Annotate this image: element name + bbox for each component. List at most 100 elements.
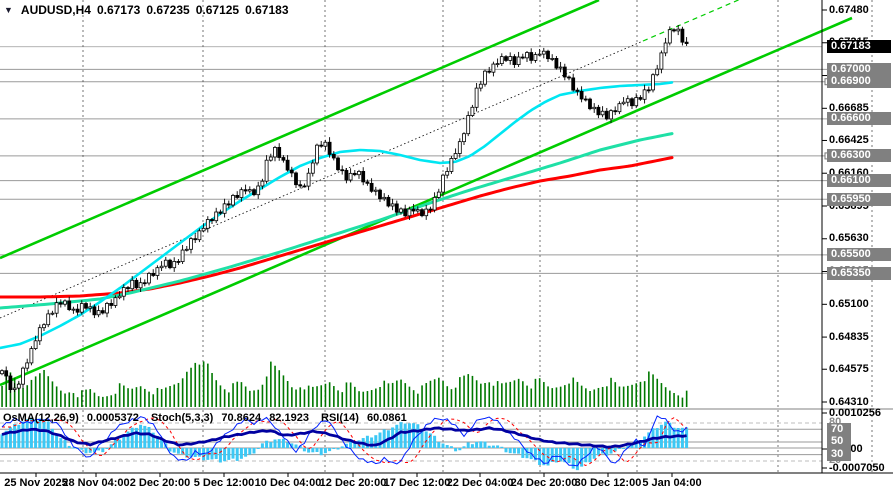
candle-body [37, 327, 42, 342]
symbol-dropdown-icon[interactable]: ▼ [4, 5, 13, 15]
candle-body [466, 115, 471, 135]
volume-bar [85, 389, 87, 407]
candle-body [499, 56, 504, 64]
osma-bar [4, 430, 8, 448]
volume-bar [337, 390, 339, 407]
rsi-indicator-label: RSI(14) [321, 412, 359, 424]
candle-body [567, 76, 571, 79]
volume-bar [400, 379, 402, 407]
candle-body [504, 56, 508, 61]
candle-body [21, 367, 25, 385]
candle-body [214, 211, 219, 222]
candle-body [445, 171, 450, 176]
candle-body [58, 302, 63, 305]
candle-body [0, 370, 4, 375]
ma-mid-turquoise-line[interactable] [0, 132, 674, 310]
candle-body [285, 159, 290, 171]
candle-body [163, 259, 168, 267]
osma-bar [160, 439, 164, 448]
osma-bar [55, 433, 59, 448]
volume-bar [160, 389, 163, 407]
candle-body [235, 194, 240, 198]
osma-bar [538, 448, 542, 465]
volume-bar [324, 383, 327, 407]
ma-fast-cyan-line[interactable] [0, 81, 674, 350]
osma-bar [596, 448, 600, 456]
candle-body [390, 203, 395, 207]
volume-bar [408, 386, 411, 407]
stoch-k-line[interactable] [1, 415, 687, 467]
volume-bar [572, 377, 575, 407]
candle-body [151, 272, 156, 276]
osma-bar [88, 448, 92, 453]
candle-body [294, 172, 298, 186]
volume-bar [278, 370, 281, 407]
osma-bar [613, 448, 617, 452]
candle-body [478, 83, 483, 89]
osma-bar [588, 448, 592, 463]
candle-body [105, 302, 109, 314]
volume-bar [660, 383, 663, 407]
candle-body [520, 56, 525, 59]
volume-bar [547, 386, 549, 407]
osma-bar [521, 448, 525, 458]
trendline-dotted[interactable] [0, 40, 644, 319]
channel-lower-line[interactable] [0, 16, 853, 387]
volume-bar [93, 392, 96, 407]
channel-upper-line[interactable] [0, 0, 600, 260]
candle-body [630, 98, 634, 107]
volume-bar [601, 386, 604, 407]
price-tick-label: 0.66425 [829, 133, 869, 146]
volume-bar [152, 394, 155, 407]
volume-bar [442, 381, 444, 407]
candle-body [369, 182, 374, 192]
osma-bar [294, 444, 298, 448]
candle-body [432, 196, 437, 211]
osma-bar [139, 424, 143, 448]
candle-body [121, 287, 126, 297]
candle-body [92, 306, 97, 316]
candle-body [8, 375, 13, 391]
osma-bar [407, 423, 411, 448]
candle-body [46, 313, 51, 326]
osma-bar [399, 422, 403, 448]
candle-body [16, 383, 21, 389]
candle-body [579, 91, 584, 100]
candle-body [117, 295, 122, 299]
volume-bar [341, 392, 344, 407]
volume-bar [530, 388, 533, 407]
osma-bar [449, 446, 453, 448]
candle-body [142, 282, 147, 285]
ohlc-open-value: 0.67173 [96, 3, 141, 17]
candle-body [646, 89, 651, 92]
volume-bar [505, 382, 507, 407]
candle-body [512, 56, 517, 66]
trendline-projection-dashed[interactable] [642, 0, 757, 42]
candle-body [462, 133, 466, 143]
osma-bar [332, 448, 336, 449]
candle-body [71, 308, 76, 311]
rsi-line[interactable] [1, 426, 687, 449]
candle-body [84, 303, 88, 309]
volume-bar [312, 386, 314, 407]
volume-bar [488, 382, 491, 407]
candle-body [420, 209, 424, 217]
volume-bar [480, 383, 482, 407]
candle-body [63, 300, 67, 305]
osma-bar [210, 448, 214, 460]
candle-body [562, 66, 567, 78]
osma-bar [21, 421, 25, 448]
osma-bar [668, 422, 672, 448]
volume-bar [186, 371, 188, 407]
osma-bar [46, 421, 50, 448]
volume-bar [606, 386, 608, 407]
volume-bar [320, 385, 323, 407]
time-axis-label: 12 Dec 20:00 [319, 477, 387, 489]
osma-bar [265, 440, 269, 448]
stoch-d-line[interactable] [2, 417, 687, 467]
osma-bar [92, 448, 96, 453]
volume-bar [13, 377, 16, 407]
candle-body [189, 238, 193, 250]
volume-bar [396, 380, 398, 407]
